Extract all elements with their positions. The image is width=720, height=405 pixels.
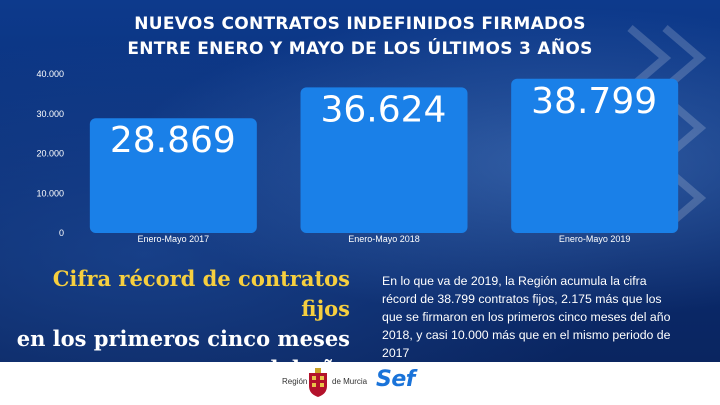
y-tick-label: 20.000 [36, 149, 64, 159]
region-label: Región [282, 377, 308, 386]
headline-line-2: en los primeros cinco meses [16, 326, 350, 351]
region-crest-icon [309, 368, 327, 397]
bar [89, 118, 257, 233]
bar-value-label: 36.624 [321, 89, 447, 130]
chart-title-line-2: ENTRE ENERO Y MAYO DE LOS ÚLTIMOS 3 AÑOS [127, 39, 593, 59]
y-tick-label: 10.000 [36, 188, 64, 198]
x-tick-label: Enero-Mayo 2019 [559, 234, 631, 244]
x-tick-label: Enero-Mayo 2018 [348, 234, 420, 244]
y-tick-label: 30.000 [36, 109, 64, 119]
bar [300, 87, 468, 233]
bar [511, 78, 679, 233]
headline-line-1: Cifra récord de contratos fijos [52, 266, 350, 321]
chart-title-line-1: NUEVOS CONTRATOS INDEFINIDOS FIRMADOS [134, 14, 586, 34]
bar-chart: 0 10.000 20.000 30.000 40.000 28.869 Enero-May… [36, 69, 679, 244]
sef-logo: Sef [376, 367, 415, 392]
body-paragraph: En lo que va de 2019, la Región acumula … [382, 274, 671, 360]
bar-value-label: 28.869 [110, 120, 236, 161]
y-tick-label: 0 [59, 228, 64, 238]
x-tick-label: Enero-Mayo 2017 [138, 234, 210, 244]
region-suffix: de Murcia [332, 377, 368, 386]
bar-value-label: 38.799 [531, 81, 657, 122]
y-tick-label: 40.000 [36, 69, 64, 79]
footer: Región de Murcia Sef [0, 362, 720, 405]
